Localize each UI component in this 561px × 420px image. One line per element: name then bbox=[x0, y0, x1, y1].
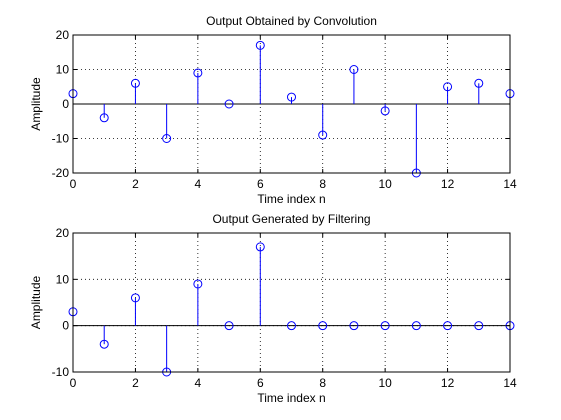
x-tick-label: 14 bbox=[503, 376, 517, 390]
plot-convolution: 0 2 4 6 8 10 12 14 -20 -10 0 10 20 Output Obtained by… bbox=[29, 14, 517, 206]
y-axis-label: Amplitude bbox=[29, 77, 43, 131]
stem-marker bbox=[443, 321, 453, 331]
stem-marker bbox=[130, 293, 140, 303]
chart-title: Output Generated by Filtering bbox=[212, 212, 370, 226]
stem-marker bbox=[162, 134, 172, 143]
stem-marker bbox=[224, 99, 234, 109]
x-tick-label: 6 bbox=[257, 177, 264, 191]
x-tick-label: 8 bbox=[319, 376, 326, 390]
y-tick-label: 20 bbox=[56, 28, 70, 42]
x-tick-label: 4 bbox=[195, 177, 202, 191]
x-tick-label: 10 bbox=[378, 177, 392, 191]
y-tick-label: -10 bbox=[52, 132, 70, 146]
stem-marker bbox=[193, 279, 203, 289]
y-tick-label: 20 bbox=[56, 226, 70, 240]
x-tick-label: 12 bbox=[441, 376, 455, 390]
y-axis-label: Amplitude bbox=[29, 276, 43, 330]
x-tick-label: 4 bbox=[195, 376, 202, 390]
x-tick-label: 10 bbox=[378, 376, 392, 390]
x-axis-label: Time index n bbox=[257, 391, 325, 405]
x-tick-label: 2 bbox=[132, 376, 139, 390]
axes-frame bbox=[72, 232, 511, 373]
stem-marker bbox=[318, 321, 328, 331]
stem-marker bbox=[474, 78, 484, 88]
x-tick-label: 0 bbox=[70, 376, 77, 390]
stem-marker bbox=[287, 321, 296, 331]
stem-marker bbox=[193, 68, 203, 78]
stem-marker bbox=[224, 321, 234, 331]
axes-area bbox=[73, 233, 510, 372]
x-tick-label: 8 bbox=[319, 177, 326, 191]
x-tick-label: 6 bbox=[257, 376, 264, 390]
y-tick-label: 10 bbox=[56, 272, 70, 286]
stem-marker bbox=[380, 106, 390, 116]
stem-marker bbox=[99, 339, 109, 349]
stem-marker bbox=[474, 321, 484, 331]
x-tick-label: 0 bbox=[70, 177, 77, 191]
y-tick-label: -20 bbox=[52, 166, 70, 180]
stem-marker bbox=[318, 130, 328, 140]
x-tick-label: 14 bbox=[503, 177, 517, 191]
stem-marker bbox=[255, 40, 265, 50]
x-tick-label: 12 bbox=[441, 177, 455, 191]
x-tick-label: 2 bbox=[132, 177, 139, 191]
y-tick-label: 0 bbox=[62, 97, 69, 111]
y-tick-label: -10 bbox=[52, 365, 70, 379]
x-axis-label: Time index n bbox=[257, 192, 325, 206]
chart-title: Output Obtained by Convolution bbox=[206, 14, 377, 28]
y-tick-label: 10 bbox=[56, 63, 70, 77]
stem-marker bbox=[99, 113, 109, 123]
stem-marker bbox=[349, 65, 359, 74]
stem-marker bbox=[411, 321, 421, 331]
y-tick-label: 0 bbox=[62, 319, 69, 333]
stem-marker bbox=[380, 321, 390, 331]
stem-marker bbox=[287, 92, 296, 102]
stem-marker bbox=[130, 78, 140, 88]
stem-marker bbox=[443, 82, 453, 92]
stem-marker bbox=[349, 321, 359, 331]
stem-marker bbox=[255, 242, 265, 252]
